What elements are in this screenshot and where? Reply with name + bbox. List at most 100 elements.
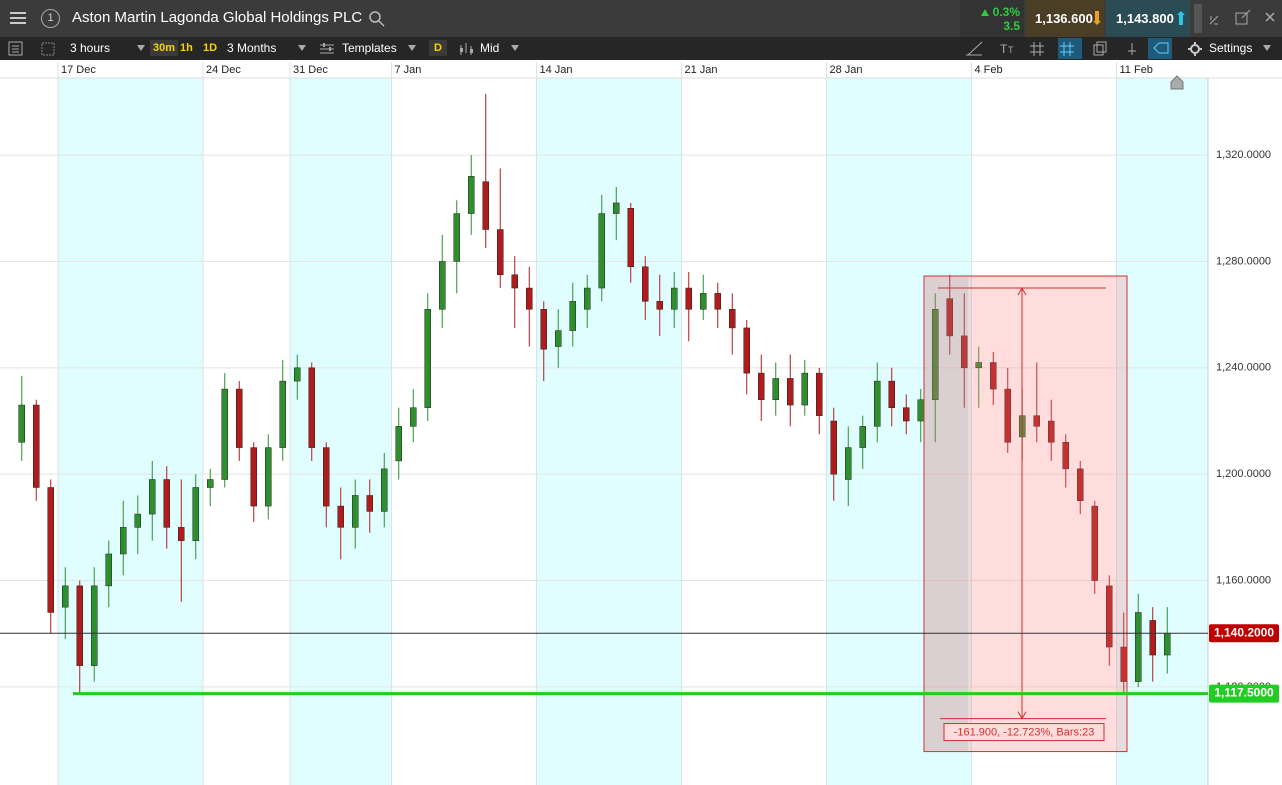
price-tag-label: 1,140.2000 (1214, 625, 1274, 639)
week-band (536, 78, 682, 785)
candle-body (1106, 585, 1113, 648)
chart: 17 Dec 24 Dec 31 Dec 7 Jan 14 Jan 21 Jan 28 Ja… (0, 62, 1282, 785)
candle-body (642, 266, 649, 302)
candle-body (613, 202, 620, 214)
candle-body (453, 213, 460, 262)
measure-label-box (943, 723, 1105, 742)
candle-body (76, 585, 83, 666)
templates-button[interactable]: Templates (342, 41, 397, 55)
svg-text:T: T (1000, 42, 1008, 56)
candle-body (279, 380, 286, 448)
candle-body (178, 527, 185, 541)
candle-body (120, 527, 127, 555)
measure-shade (924, 276, 968, 752)
price-tag-label: 1,117.5000 (1214, 686, 1274, 700)
quick-interval[interactable]: 30m (150, 40, 179, 56)
week-band (290, 78, 392, 785)
quick-interval[interactable]: 1D (203, 42, 218, 54)
candle-body (395, 426, 402, 462)
candle-body (424, 309, 431, 408)
window-controls[interactable] (1192, 0, 1282, 37)
menu-badge[interactable]: 1 (41, 9, 60, 28)
candle-body (250, 447, 257, 507)
settings-button[interactable]: Settings (1209, 41, 1253, 55)
candle-body (1062, 442, 1069, 470)
dropdown-arrow (137, 45, 145, 51)
price-tag (1209, 624, 1279, 643)
buy-button[interactable]: 1,143.800 (1106, 0, 1190, 37)
candle-body (961, 335, 968, 369)
change-abs: 3.5 (1003, 19, 1020, 33)
candle-body (700, 293, 707, 310)
candle-body (337, 505, 344, 528)
x-tick-label: 24 Dec (206, 64, 241, 76)
layout-icons[interactable] (8, 41, 60, 57)
candle-body (671, 287, 678, 310)
candle-body (47, 487, 54, 613)
candle-body (163, 479, 170, 528)
candle-body (584, 287, 591, 310)
candle-body (1164, 632, 1171, 656)
candle-body (685, 287, 692, 310)
price-mode[interactable]: Mid (480, 41, 500, 55)
candle-body (497, 229, 504, 275)
candle-body (816, 372, 823, 416)
candle-body (714, 293, 721, 310)
candle-body (1149, 620, 1156, 656)
candle-body (511, 274, 518, 289)
candle-body (410, 407, 417, 427)
candle-body (743, 327, 750, 374)
candle-body (352, 495, 359, 528)
y-tick-label: 1,200.0000 (1216, 468, 1271, 480)
candle-body (801, 372, 808, 406)
candle-body (888, 380, 895, 408)
candle-body (859, 426, 866, 448)
candle-body (1048, 420, 1055, 443)
sell-price: 1,136.600 (1035, 11, 1093, 26)
change-pct: 0.3% (992, 5, 1020, 19)
menu-button[interactable] (8, 9, 30, 27)
candle-body (294, 367, 301, 382)
candle-body (105, 553, 112, 587)
candle-body (787, 378, 794, 406)
x-tick-label: 7 Jan (395, 64, 422, 76)
week-band (1116, 78, 1208, 785)
instrument-title: Aston Martin Lagonda Global Holdings PLC (72, 9, 363, 26)
search-icon[interactable] (368, 10, 386, 28)
candle-body (207, 479, 214, 488)
candle-body (917, 399, 924, 422)
candle-body (33, 404, 40, 488)
dropdown-arrow (511, 45, 519, 51)
marker-icon (1170, 75, 1184, 90)
quick-interval[interactable]: 1h (180, 42, 193, 54)
candle-body (482, 181, 489, 230)
candle-body (656, 301, 663, 310)
range-select[interactable]: 3 Months (227, 41, 277, 55)
candle-body (236, 388, 243, 448)
candle-body (62, 585, 69, 608)
buy-arrow (1177, 11, 1185, 25)
interval-select[interactable]: 3 hours (70, 41, 111, 55)
x-tick-label: 11 Feb (1120, 64, 1153, 76)
candle-body (903, 407, 910, 422)
candle-body (990, 362, 997, 390)
x-tick-label: 28 Jan (830, 64, 863, 76)
d-button[interactable]: D (429, 40, 447, 56)
y-tick-label: 1,240.0000 (1216, 362, 1271, 374)
candle-body (308, 367, 315, 448)
sell-arrow (1093, 11, 1101, 25)
candle-body (192, 487, 199, 541)
sell-button[interactable]: 1,136.600 (1026, 0, 1104, 37)
measure-box (923, 275, 1128, 753)
candle-body (439, 261, 446, 310)
candle-body (729, 309, 736, 329)
candle-body (323, 447, 330, 507)
candle-body (381, 468, 388, 512)
candle-body (265, 447, 272, 507)
week-band (826, 78, 972, 785)
candle-body (975, 362, 982, 369)
x-tick-label: 14 Jan (540, 64, 573, 76)
x-tick-label: 17 Dec (61, 64, 96, 76)
